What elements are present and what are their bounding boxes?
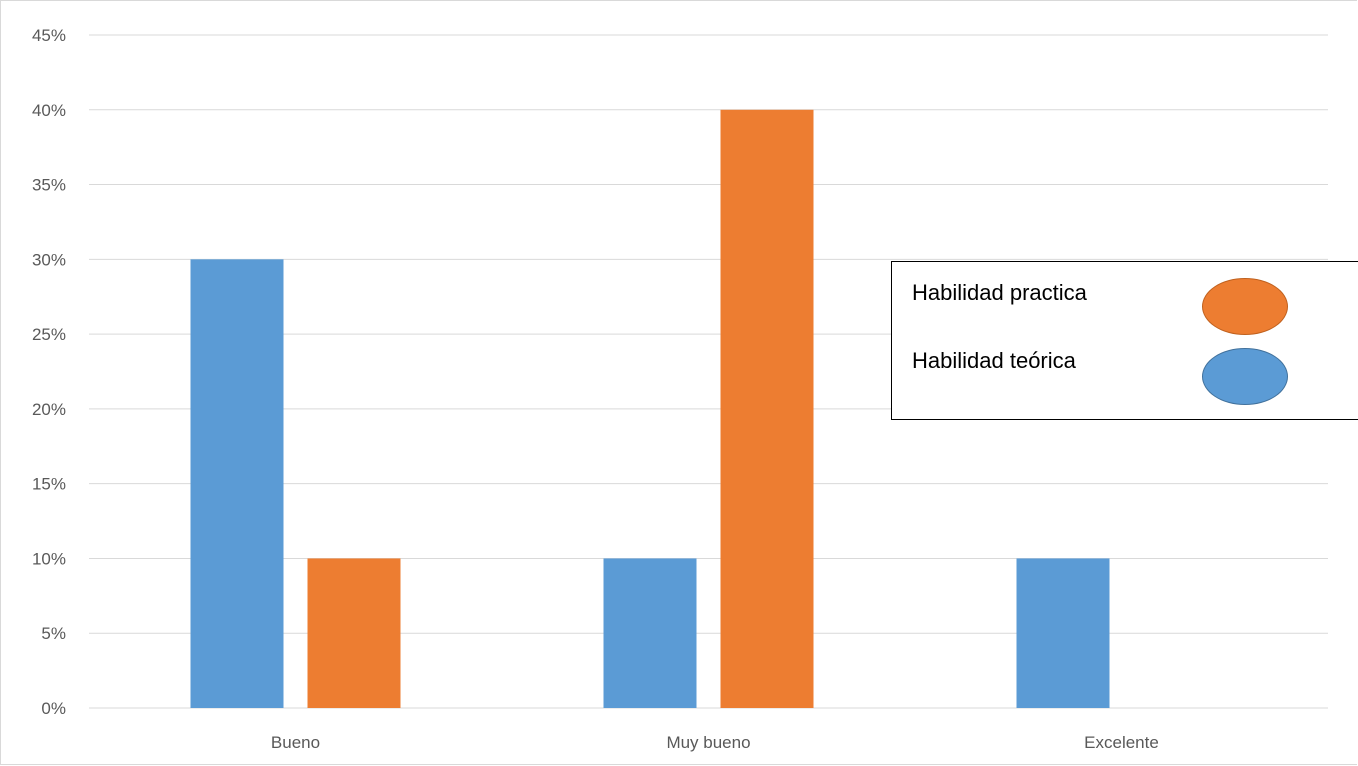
bar — [190, 259, 284, 708]
y-tick-label: 25% — [32, 325, 66, 344]
x-category-label: Excelente — [1084, 733, 1159, 752]
x-category-label: Muy bueno — [666, 733, 750, 752]
bar — [720, 109, 814, 709]
y-tick-label: 20% — [32, 400, 66, 419]
x-axis-categories: Bueno Muy bueno Excelente — [271, 733, 1159, 752]
y-tick-label: 40% — [32, 101, 66, 120]
legend-swatch-practica — [1202, 278, 1288, 335]
legend: Habilidad practica Habilidad teórica — [891, 261, 1358, 420]
legend-swatch-teorica — [1202, 348, 1288, 405]
bar — [1016, 558, 1110, 708]
y-tick-label: 35% — [32, 176, 66, 195]
y-tick-label: 10% — [32, 549, 66, 568]
legend-label-teorica: Habilidad teórica — [912, 348, 1076, 373]
bar — [603, 558, 697, 708]
legend-label-practica: Habilidad practica — [912, 280, 1087, 305]
x-category-label: Bueno — [271, 733, 320, 752]
gridlines — [89, 34, 1328, 709]
y-axis-ticks: 0% 5% 10% 15% 20% 25% 30% 35% 40% 45% — [32, 26, 66, 718]
y-tick-label: 5% — [41, 624, 66, 643]
y-tick-label: 45% — [32, 26, 66, 45]
y-tick-label: 15% — [32, 475, 66, 494]
y-tick-label: 30% — [32, 250, 66, 269]
bars — [190, 109, 1110, 709]
y-tick-label: 0% — [41, 699, 66, 718]
bar — [307, 558, 401, 708]
